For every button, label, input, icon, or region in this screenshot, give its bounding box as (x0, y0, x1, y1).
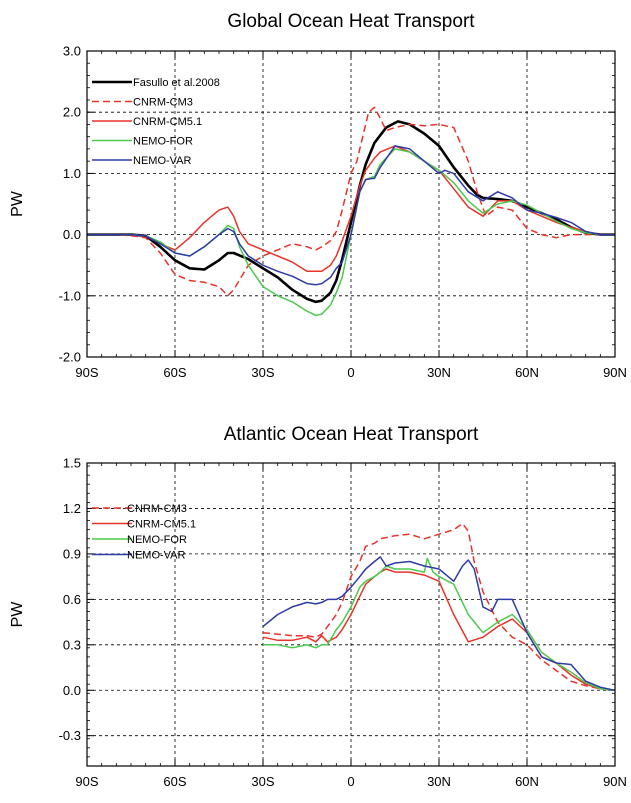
series-line-cnrm-cm3 (87, 106, 615, 297)
x-tick-label: 60N (515, 365, 539, 380)
x-tick-label: 30S (251, 365, 274, 380)
legend-label: NEMO-VAR (127, 550, 186, 562)
series-line-nemo-var (87, 145, 615, 286)
x-tick-label: 30N (427, 365, 451, 380)
x-tick-label: 0 (347, 774, 354, 789)
series-line-cnrm-cm5-1 (87, 145, 615, 273)
x-tick-label: 30N (427, 774, 451, 789)
y-tick-label: 1.2 (63, 501, 81, 516)
y-axis-label: PW (9, 190, 26, 217)
x-tick-label: 90S (75, 365, 98, 380)
y-tick-label: 3.0 (63, 44, 81, 59)
series-line-cnrm-cm5-1 (262, 568, 616, 692)
legend-label: CNRM-CM3 (133, 97, 193, 109)
y-tick-label: -2.0 (59, 350, 81, 365)
x-tick-label: 90N (603, 774, 627, 789)
series-line-nemo-for (263, 557, 616, 692)
legend-label: NEMO-VAR (133, 155, 192, 167)
y-tick-label: 0.0 (63, 683, 81, 698)
x-tick-label: 60N (515, 774, 539, 789)
legend-label: Fasullo et al.2008 (133, 77, 220, 89)
plot-frame (86, 50, 616, 358)
y-tick-label: 0.0 (63, 227, 81, 242)
legend-label: NEMO-FOR (127, 534, 187, 546)
series-line-nemo-var (262, 556, 616, 692)
y-tick-label: 0.9 (63, 546, 81, 561)
y-tick-label: -0.3 (59, 728, 81, 743)
y-tick-label: 1.0 (63, 166, 81, 181)
legend-label: CNRM-CM5.1 (127, 519, 196, 531)
x-tick-label: 60S (163, 774, 186, 789)
y-tick-label: 1.5 (63, 456, 81, 471)
series-line-cnrm-cm3 (262, 522, 616, 692)
legend-label: CNRM-CM5.1 (133, 116, 202, 128)
chart-title: Atlantic Ocean Heat Transport (224, 424, 479, 445)
x-tick-label: 90S (75, 774, 98, 789)
chart-title: Global Ocean Heat Transport (227, 11, 475, 32)
x-tick-label: 30S (251, 774, 274, 789)
legend-label: NEMO-FOR (133, 136, 193, 148)
y-tick-label: 0.3 (63, 637, 81, 652)
legend-label: CNRM-CM3 (127, 503, 187, 515)
x-tick-label: 60S (163, 365, 186, 380)
y-axis-label: PW (9, 601, 26, 628)
x-tick-label: 0 (347, 365, 354, 380)
y-tick-label: 2.0 (63, 105, 81, 120)
plot-frame (86, 462, 616, 767)
y-tick-label: -1.0 (59, 288, 81, 303)
x-tick-label: 90N (603, 365, 627, 380)
chart-panel-2: Atlantic Ocean Heat Transport 90S 60S 30S 0 3… (9, 424, 627, 789)
y-tick-label: 0.6 (63, 592, 81, 607)
chart-panel-1: Global Ocean Heat Transport 90S 60S 30S 0 30N… (9, 11, 627, 380)
